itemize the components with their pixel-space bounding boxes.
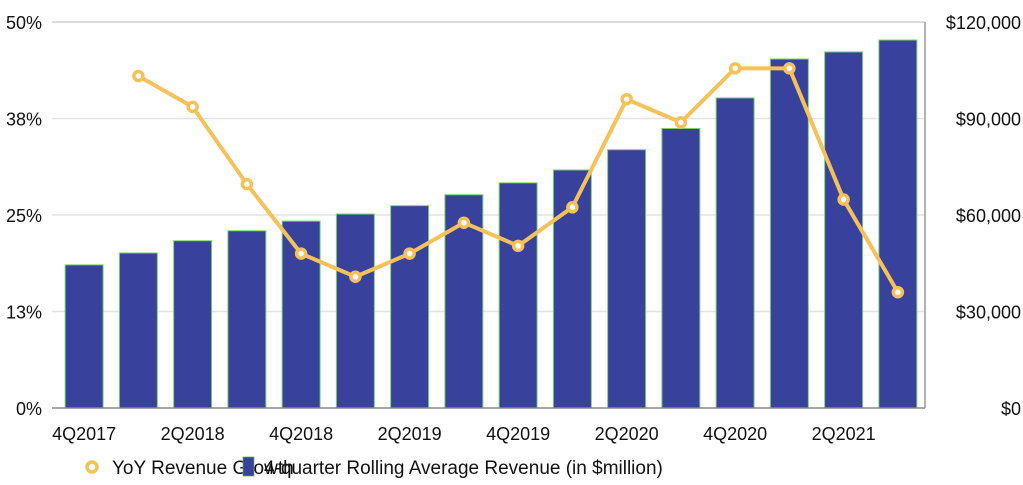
x-tick-label: 4Q2020 — [703, 424, 767, 444]
left-tick-label: 0% — [16, 399, 42, 419]
growth-point — [186, 100, 199, 114]
x-tick-label: 2Q2021 — [812, 424, 876, 444]
legend-bar-swatch — [242, 456, 255, 477]
x-tick-label: 2Q2019 — [378, 424, 442, 444]
right-tick-label: $0 — [1001, 399, 1021, 419]
x-tick-label: 2Q2020 — [595, 424, 659, 444]
growth-point — [783, 62, 796, 75]
left-tick-label: 38% — [6, 110, 42, 130]
growth-point — [728, 62, 742, 75]
legend-item-revenue: 4-quarter Rolling Average Revenue (in $m… — [242, 456, 663, 479]
growth-point — [511, 239, 525, 253]
growth-point — [240, 177, 254, 191]
x-tick-label: 4Q2018 — [269, 424, 333, 444]
axes: 0% $0 13% $30,000 25% $60,000 38% $90,000 50% $12… — [6, 13, 1021, 444]
left-tick-label: 25% — [6, 206, 42, 226]
bar-series — [64, 39, 918, 409]
left-tick-label: 13% — [6, 303, 42, 323]
bar — [173, 240, 213, 409]
x-tick-label: 2Q2018 — [161, 424, 225, 444]
growth-point — [891, 285, 905, 299]
bar — [607, 149, 647, 409]
bar — [227, 230, 267, 409]
growth-point — [837, 193, 850, 206]
growth-point — [457, 216, 471, 229]
legend: YoY Revenue Growth 4-quarter Rolling Ave… — [85, 456, 663, 479]
bar — [390, 205, 430, 409]
legend-line-marker — [85, 460, 99, 474]
growth-point — [349, 270, 362, 284]
bar — [715, 97, 755, 409]
x-tick-label: 4Q2017 — [52, 424, 116, 444]
right-tick-label: $30,000 — [956, 303, 1021, 323]
right-tick-label: $60,000 — [956, 206, 1021, 226]
left-tick-label: 50% — [6, 13, 42, 33]
legend-item-growth: YoY Revenue Growth — [85, 458, 294, 479]
growth-point — [620, 92, 633, 106]
bar — [118, 252, 158, 409]
growth-point — [403, 247, 416, 260]
bar — [878, 39, 918, 409]
growth-point — [294, 247, 308, 260]
growth-point — [566, 201, 579, 214]
growth-point — [674, 116, 688, 129]
legend-label-revenue: 4-quarter Rolling Average Revenue (in $m… — [264, 458, 663, 479]
right-tick-label: $90,000 — [956, 110, 1021, 130]
bar — [498, 182, 538, 409]
x-tick-label: 4Q2019 — [486, 424, 550, 444]
right-tick-label: $120,000 — [946, 13, 1021, 33]
bar — [769, 58, 809, 409]
bar — [824, 51, 864, 409]
bar — [661, 127, 701, 409]
bar — [64, 264, 104, 409]
bar — [335, 213, 375, 409]
growth-point — [132, 69, 145, 83]
line-series — [132, 62, 905, 299]
